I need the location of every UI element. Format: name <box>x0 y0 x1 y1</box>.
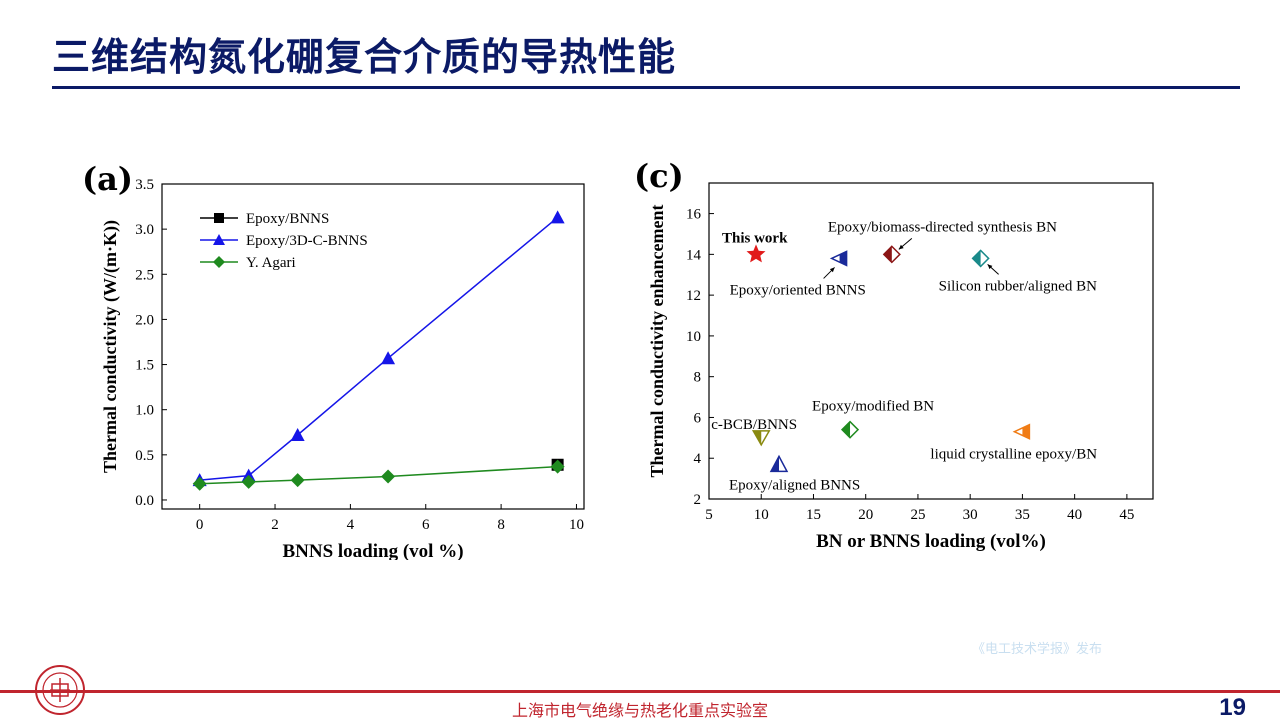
data-point <box>829 250 848 267</box>
y-tick-label: 2.5 <box>135 267 154 283</box>
data-point <box>746 244 766 263</box>
page-number: 19 <box>1219 694 1246 721</box>
data-point <box>290 427 305 441</box>
point-label: Epoxy/modified BN <box>812 399 934 415</box>
chart-c: 5 10 15 20 25 30 35 40 45 2 4 6 8 10 12 14 16 BN or BNNS … <box>650 182 1154 552</box>
point-label: Epoxy/aligned BNNS <box>729 477 860 493</box>
y-tick-label: 3.5 <box>135 177 154 193</box>
x-tick-label: 8 <box>497 517 505 533</box>
x-tick-label: 2 <box>271 517 279 533</box>
panel-a-label: (a) <box>82 160 134 198</box>
y-axis-label: Thermal conductivity (W/(m·K)) <box>100 220 121 473</box>
annotation-arrowhead <box>898 244 904 250</box>
annotation-arrowhead <box>987 264 993 270</box>
data-point <box>769 454 789 473</box>
y-tick-label: 3.0 <box>135 222 154 238</box>
data-point <box>550 459 565 474</box>
x-axis-label: BN or BNNS loading (vol%) <box>816 531 1046 552</box>
watermark: 《电工技术学报》发布 <box>972 642 1103 657</box>
legend-marker <box>213 256 225 268</box>
data-point <box>381 469 396 484</box>
panel-c-label: (c) <box>634 157 684 195</box>
legend-label: Y. Agari <box>246 255 296 271</box>
y-tick-label: 2.0 <box>135 312 154 328</box>
x-tick-label: 20 <box>858 507 873 523</box>
data-point <box>1012 423 1031 440</box>
x-tick-label: 40 <box>1067 507 1082 523</box>
x-tick-label: 0 <box>196 517 204 533</box>
x-tick-label: 35 <box>1015 507 1030 523</box>
chart-a: 0 2 4 6 8 10 0.0 0.5 1.0 1.5 2.0 2.5 3.0 3.5 BNNS load… <box>100 177 585 560</box>
y-tick-label: 1.5 <box>135 358 154 374</box>
x-tick-label: 45 <box>1119 507 1134 523</box>
y-tick-label: 0.5 <box>135 448 154 464</box>
x-tick-label: 10 <box>754 507 769 523</box>
footer-divider <box>0 690 1280 693</box>
data-point <box>290 473 305 488</box>
y-tick-label: 12 <box>686 288 701 304</box>
data-point <box>840 420 860 439</box>
y-tick-label: 14 <box>686 247 702 263</box>
point-label: Silicon rubber/aligned BN <box>939 278 1097 294</box>
point-label: Epoxy/biomass-directed synthesis BN <box>828 219 1057 235</box>
point-label: liquid crystalline epoxy/BN <box>930 447 1097 463</box>
x-tick-label: 4 <box>347 517 355 533</box>
footer-lab-name: 上海市电气绝缘与热老化重点实验室 <box>511 701 768 720</box>
y-tick-label: 8 <box>694 370 702 386</box>
point-label: c-BCB/BNNS <box>711 417 797 433</box>
x-tick-label: 25 <box>910 507 925 523</box>
x-tick-label: 10 <box>569 517 584 533</box>
y-tick-label: 0.0 <box>135 493 154 509</box>
title-divider <box>52 86 1240 89</box>
data-point <box>241 474 256 489</box>
y-axis-label: Thermal conductivity enhancement <box>650 205 667 478</box>
legend-marker <box>214 213 224 223</box>
legend-label: Epoxy/3D-C-BNNS <box>246 233 368 249</box>
slide-title: 三维结构氮化硼复合介质的导热性能 <box>52 35 677 79</box>
y-tick-label: 10 <box>686 329 701 345</box>
y-tick-label: 2 <box>694 492 702 508</box>
annotation-arrowhead <box>829 267 835 273</box>
point-label: Epoxy/oriented BNNS <box>730 282 866 298</box>
data-point <box>971 249 990 268</box>
legend-label: Epoxy/BNNS <box>246 211 329 227</box>
x-tick-label: 6 <box>422 517 430 533</box>
y-tick-label: 4 <box>694 451 702 467</box>
plot-frame <box>161 183 585 510</box>
data-point <box>550 210 565 224</box>
point-label: This work <box>722 230 788 246</box>
x-tick-label: 5 <box>705 507 713 523</box>
data-point <box>882 245 901 264</box>
y-tick-label: 1.0 <box>135 403 154 419</box>
x-tick-label: 15 <box>806 507 821 523</box>
y-tick-label: 6 <box>694 410 702 426</box>
x-axis-label: BNNS loading (vol %) <box>282 541 463 560</box>
data-point <box>751 430 771 447</box>
x-tick-label: 30 <box>963 507 978 523</box>
data-point <box>381 351 396 365</box>
data-point <box>192 476 207 491</box>
legend-marker <box>213 234 225 245</box>
plot-frame <box>708 182 1154 500</box>
y-tick-label: 16 <box>686 207 702 223</box>
